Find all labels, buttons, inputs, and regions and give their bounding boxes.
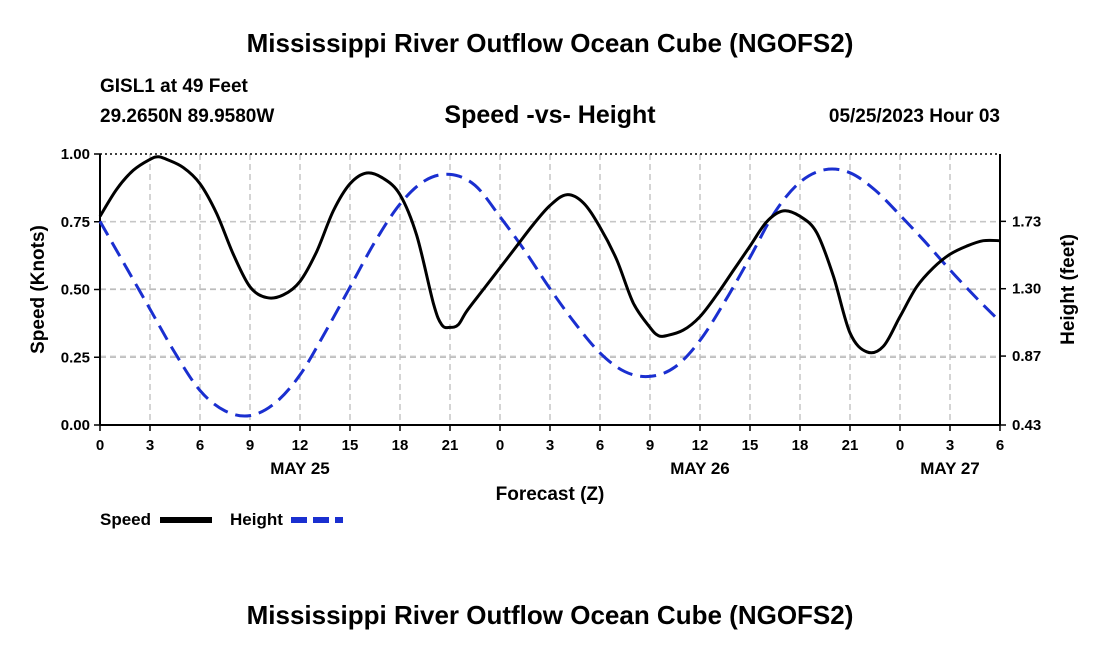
footer-title: Mississippi River Outflow Ocean Cube (NG…: [246, 600, 854, 630]
y2-tick-label: 0.43: [1012, 417, 1041, 434]
forecast-datetime: 05/25/2023 Hour 03: [828, 106, 1000, 127]
chart-title: Speed -vs- Height: [444, 101, 656, 129]
x-tick-label: 6: [596, 437, 604, 454]
x-tick-label: 3: [546, 437, 554, 454]
main-title: Mississippi River Outflow Ocean Cube (NG…: [246, 28, 854, 58]
station-coordinates: 29.2650N 89.9580W: [100, 106, 275, 127]
x-tick-label: 18: [392, 437, 409, 454]
x-tick-label: 0: [496, 437, 504, 454]
x-tick-label: 6: [196, 437, 204, 454]
x-tick-label: 3: [146, 437, 154, 454]
legend-label-height: Height: [230, 510, 283, 529]
station-label: GISL1 at 49 Feet: [100, 76, 248, 97]
y2-tick-label: 1.73: [1012, 213, 1041, 230]
y-tick-label: 0.50: [61, 282, 90, 299]
x-tick-label: 3: [946, 437, 954, 454]
y2-tick-label: 1.30: [1012, 281, 1041, 298]
y-axis-label: Speed (Knots): [28, 225, 49, 354]
series-line-speed: [98, 155, 1001, 355]
x-tick-label: 0: [896, 437, 904, 454]
x-tick-label: 12: [292, 437, 309, 454]
y-tick-label: 0.25: [61, 349, 90, 366]
x-tick-label: 6: [996, 437, 1004, 454]
x-tick-label: 18: [792, 437, 809, 454]
date-label: MAY 25: [270, 459, 330, 478]
y-tick-label: 1.00: [61, 146, 90, 163]
x-tick-label: 15: [742, 437, 759, 454]
x-tick-label: 21: [442, 437, 459, 454]
x-tick-label: 12: [692, 437, 709, 454]
x-tick-label: 21: [842, 437, 859, 454]
legend-label-speed: Speed: [100, 510, 151, 529]
date-label: MAY 26: [670, 459, 730, 478]
y2-tick-label: 0.87: [1012, 348, 1041, 365]
series-line-height: [98, 167, 1002, 418]
x-tick-label: 0: [96, 437, 104, 454]
x-tick-label: 9: [246, 437, 254, 454]
date-label: MAY 27: [920, 459, 980, 478]
x-tick-label: 15: [342, 437, 359, 454]
x-tick-label: 9: [646, 437, 654, 454]
y-tick-label: 0.75: [61, 214, 90, 231]
y-tick-label: 0.00: [61, 417, 90, 434]
x-axis-label: Forecast (Z): [496, 484, 605, 505]
y2-axis-label: Height (feet): [1058, 234, 1079, 345]
